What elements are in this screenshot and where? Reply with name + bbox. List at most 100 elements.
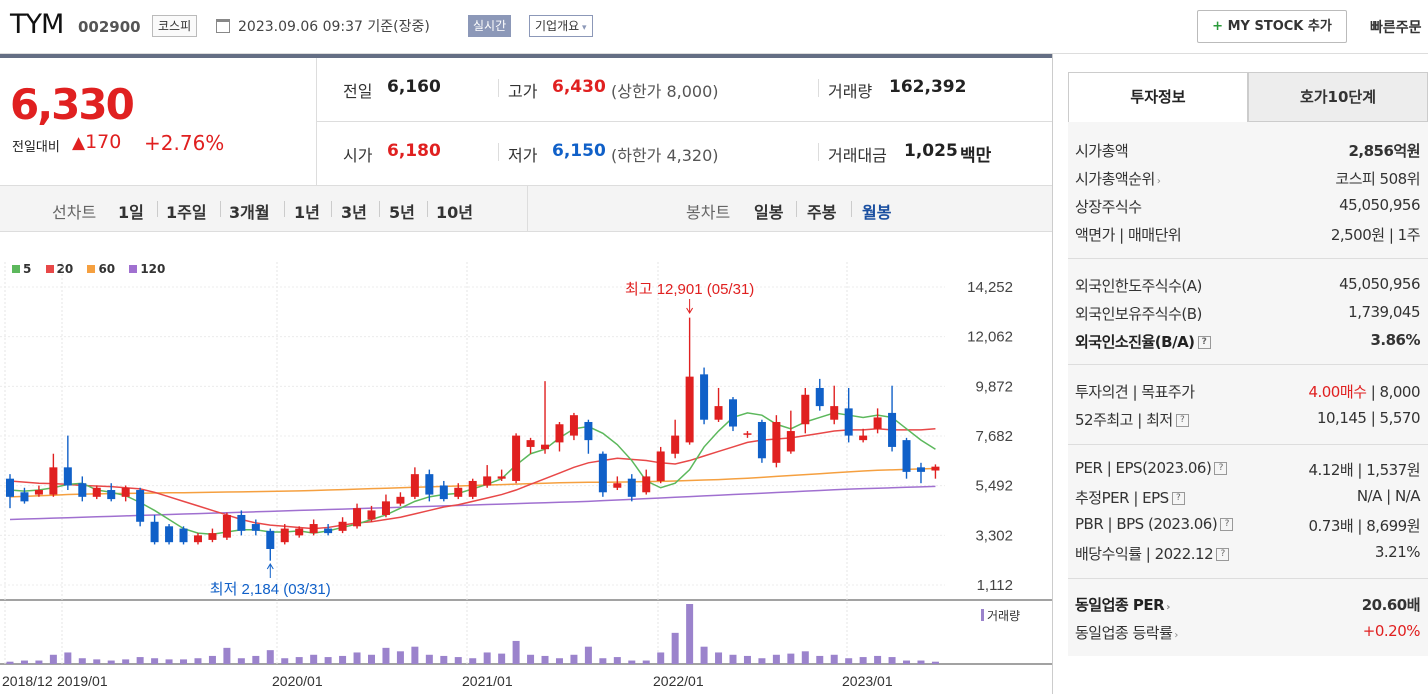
volume-bar <box>613 657 621 664</box>
volume-bar <box>888 657 896 664</box>
help-icon[interactable]: ? <box>1220 518 1234 531</box>
help-icon[interactable]: ? <box>1171 492 1185 505</box>
candle-body <box>859 435 868 441</box>
candle-daily[interactable]: 일봉 <box>754 203 784 222</box>
invest-row-value: 45,050,956 <box>1339 196 1420 214</box>
volume-bar <box>859 657 867 664</box>
candle-body <box>844 408 853 436</box>
volume-bar <box>469 658 477 664</box>
candle-body <box>295 528 304 536</box>
invest-row: 추정PER | EPS? N/A | N/A <box>1075 487 1421 513</box>
volume-bar <box>527 654 535 664</box>
period-3y[interactable]: 3년 <box>341 203 367 222</box>
volume-bar <box>874 655 882 664</box>
volume-bar <box>830 654 838 664</box>
volume-bar <box>194 658 202 664</box>
candle-body <box>410 474 419 497</box>
min-price-label: 최저 2,184 (03/31) <box>210 581 331 598</box>
volume-bar <box>801 651 809 664</box>
invest-row-value: 3.21% <box>1374 543 1421 561</box>
invest-row-label: 동일업종 PER › <box>1075 596 1170 614</box>
candle-body <box>439 485 448 500</box>
candle-weekly[interactable]: 주봉 <box>807 203 837 222</box>
volume-bar <box>295 657 303 664</box>
invest-row-value: 코스피 508위 <box>1335 170 1420 188</box>
candle-body <box>512 435 521 481</box>
candlestick-chart[interactable]: 14,25212,0629,8727,6825,4923,3021,112201… <box>0 232 1052 694</box>
invest-row-value: 10,145 | 5,570 <box>1316 409 1421 427</box>
volume-bar <box>584 646 592 664</box>
my-stock-add-button[interactable]: + MY STOCK 추가 <box>1197 10 1347 43</box>
invest-row-label: PBR | BPS (2023.06)? <box>1075 515 1234 533</box>
realtime-button[interactable]: 실시간 <box>468 15 512 37</box>
volume-bar <box>35 660 43 664</box>
volume-bar <box>425 654 433 664</box>
candle-body <box>367 510 376 520</box>
chevron-right-icon[interactable]: › <box>1174 630 1178 641</box>
period-3m[interactable]: 3개월 <box>229 203 270 222</box>
volume-bar <box>454 657 462 664</box>
amount-label: 거래대금 <box>828 146 887 165</box>
prev-close-value: 6,160 <box>387 77 441 97</box>
invest-row-label: 추정PER | EPS? <box>1075 487 1185 508</box>
open-label: 시가 <box>343 146 373 165</box>
period-1w[interactable]: 1주일 <box>166 203 207 222</box>
candle-body <box>381 501 390 515</box>
candle-monthly[interactable]: 월봉 <box>862 203 892 222</box>
help-icon[interactable]: ? <box>1216 548 1230 561</box>
company-info-button[interactable]: 기업개요 ▾ <box>529 15 593 37</box>
candle-body <box>801 394 810 425</box>
volume-bar <box>570 654 578 664</box>
y-tick-label: 1,112 <box>977 577 1013 594</box>
chevron-down-icon: ▾ <box>579 23 587 33</box>
chevron-right-icon[interactable]: › <box>1156 176 1161 187</box>
candle-body <box>6 478 14 497</box>
tab-invest-info[interactable]: 투자정보 <box>1068 72 1248 122</box>
x-tick-label: 2022/01 <box>653 673 704 689</box>
market-badge: 코스피 <box>152 15 198 37</box>
period-10y[interactable]: 10년 <box>436 203 473 222</box>
help-icon[interactable]: ? <box>1175 414 1189 427</box>
current-price: 6,330 <box>10 80 135 129</box>
calendar-icon <box>216 19 230 33</box>
opinion-value: 4.00매수 <box>1308 383 1367 401</box>
candle-body <box>251 524 260 531</box>
period-1y[interactable]: 1년 <box>294 203 320 222</box>
tab-order-book[interactable]: 호가10단계 <box>1248 72 1428 122</box>
volume-bar <box>122 659 130 664</box>
volume-bar <box>512 640 520 664</box>
invest-row-label: 52주최고 | 최저? <box>1075 409 1189 430</box>
volume-bar <box>78 658 86 664</box>
quick-order-link[interactable]: 빠른주문 <box>1370 20 1422 36</box>
period-5y[interactable]: 5년 <box>389 203 415 222</box>
help-icon[interactable]: ? <box>1214 462 1228 475</box>
legend-ma20: 20 <box>56 262 74 276</box>
volume-bar <box>6 661 14 664</box>
invest-row-value: 2,856억원 <box>1348 142 1420 160</box>
candle-body <box>150 521 159 543</box>
invest-row-label: 시가총액순위 › <box>1075 170 1161 188</box>
volume-bar <box>772 654 780 664</box>
volume-bar <box>903 660 911 664</box>
volume-bar <box>339 655 347 664</box>
high-value: 6,430 <box>552 77 606 97</box>
help-icon[interactable]: ? <box>1197 336 1211 349</box>
volume-bar <box>787 653 795 664</box>
y-tick-label: 5,492 <box>975 478 1013 495</box>
period-1d[interactable]: 1일 <box>118 203 144 222</box>
chevron-right-icon[interactable]: › <box>1166 602 1170 613</box>
volume-bar <box>266 650 274 664</box>
high-label: 고가 <box>508 82 538 101</box>
invest-row-label: 상장주식수 <box>1075 198 1142 216</box>
basis-time: 2023.09.06 09:37 기준(장중) <box>238 19 430 35</box>
candle-body <box>916 467 925 472</box>
volume-bar <box>931 661 939 664</box>
candle-body <box>786 431 795 452</box>
invest-row-value: N/A | N/A <box>1356 487 1421 505</box>
invest-row-label: 시가총액 <box>1075 142 1129 160</box>
candle-body <box>497 476 506 479</box>
amount-value: 1,025 <box>904 141 958 161</box>
candle-body <box>280 528 289 543</box>
volume-bar <box>816 655 824 664</box>
candle-body <box>700 374 709 420</box>
